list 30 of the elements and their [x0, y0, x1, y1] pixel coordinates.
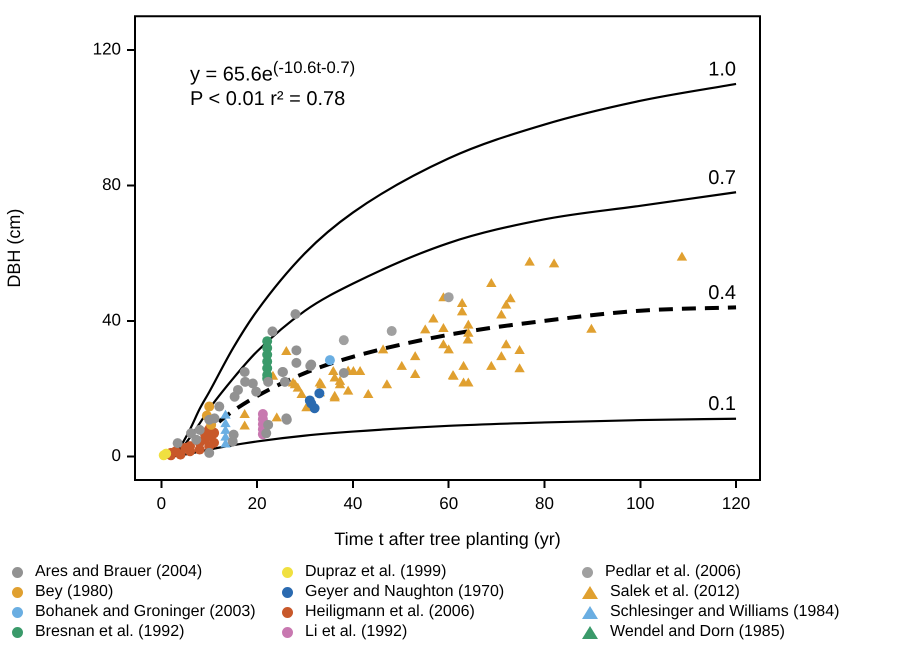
legend-label: Salek et al. (2012)	[610, 583, 740, 601]
y-tick-label: 40	[102, 310, 121, 330]
legend-label: Heiligmann et al. (2006)	[305, 603, 475, 621]
y-tick-label: 120	[92, 40, 121, 59]
x-axis-title: Time t after tree planting (yr)	[334, 529, 561, 550]
x-tick-label: 80	[535, 494, 554, 513]
x-tick-label: 100	[626, 494, 654, 513]
series-label: 1.0	[708, 58, 736, 80]
y-axis-title: DBH (cm)	[4, 208, 24, 288]
legend-label: Ares and Brauer (2004)	[35, 563, 202, 581]
x-tick-label: 120	[722, 494, 750, 513]
x-tick-label: 20	[248, 494, 267, 513]
annotation: P < 0.01 r² = 0.78	[190, 86, 346, 111]
legend-label: Wendel and Dorn (1985)	[610, 623, 785, 641]
legend-label: Bresnan et al. (1992)	[35, 623, 184, 641]
x-tick-label: 0	[156, 494, 166, 513]
legend-label: Pedlar et al. (2006)	[605, 563, 742, 581]
legend-label: Bey (1980)	[35, 583, 114, 601]
legend-label: Dupraz et al. (1999)	[305, 563, 446, 581]
x-tick-label: 60	[439, 494, 458, 513]
series-label: 0.4	[708, 282, 736, 304]
series-label: 0.1	[708, 393, 736, 416]
legend-label: Geyer and Naughton (1970)	[305, 583, 504, 601]
legend-label: Bohanek and Groninger (2003)	[35, 603, 256, 621]
series-label: 0.7	[708, 166, 736, 189]
legend-label: Schlesinger and Williams (1984)	[610, 603, 840, 621]
y-tick-label: 0	[112, 446, 121, 465]
y-tick-label: 80	[102, 175, 121, 194]
legend-label: Li et al. (1992)	[305, 623, 408, 641]
x-tick-label: 40	[343, 494, 362, 513]
